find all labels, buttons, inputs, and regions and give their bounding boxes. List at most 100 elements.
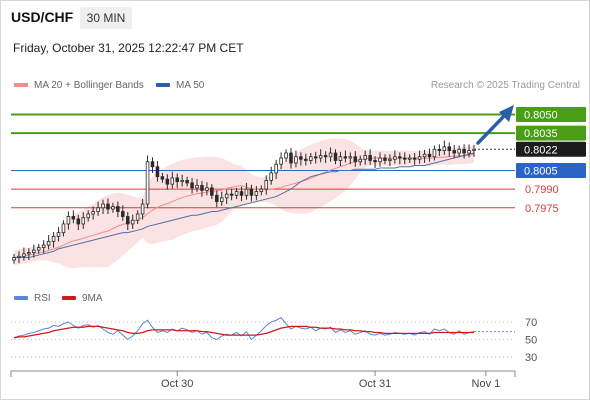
candle-body: [219, 197, 224, 202]
candle-body: [224, 193, 229, 199]
candle-body: [126, 216, 130, 225]
candle-body: [249, 188, 254, 196]
candle-body: [373, 160, 377, 163]
candle-body: [407, 157, 412, 160]
candle-body: [175, 177, 179, 183]
candle-body: [61, 223, 66, 234]
candle-body: [165, 178, 170, 185]
rsi-line: [13, 316, 475, 341]
ma20-label: MA 20 + Bollinger Bands: [34, 80, 144, 91]
candle-body: [229, 193, 234, 196]
forecast-arrow-shaft: [476, 112, 508, 145]
candle-body: [269, 172, 273, 181]
timeframe-button[interactable]: 30 MIN: [80, 7, 132, 29]
rsi-tick-50: 50: [525, 335, 537, 347]
candle-body: [383, 157, 387, 161]
candle-body: [313, 156, 318, 159]
candle-body: [422, 153, 427, 158]
ma9-swatch: [62, 296, 76, 301]
candle-body: [121, 211, 125, 217]
candle-body: [274, 163, 278, 174]
candle-body: [353, 156, 358, 163]
ma50-swatch: [156, 83, 170, 88]
x-tick-label-oct-31: Oct 31: [359, 378, 391, 390]
candle-body: [56, 232, 61, 237]
current-price-label: 0.8022: [524, 144, 558, 156]
candle-body: [155, 166, 160, 178]
candle-body: [328, 152, 333, 158]
candle-body: [190, 182, 194, 189]
level-label-0.8005: 0.8005: [524, 165, 558, 177]
candle-body: [81, 217, 86, 225]
candle-body: [368, 155, 372, 161]
candle-body: [333, 152, 338, 161]
candle-body: [150, 161, 155, 168]
candle-body: [244, 188, 249, 196]
candle-body: [185, 179, 189, 184]
candle-body: [205, 187, 209, 191]
rsi-tick-30: 30: [525, 352, 537, 364]
candle-body: [96, 207, 100, 212]
candle-body: [86, 213, 90, 219]
candle-body: [76, 218, 81, 225]
candle-body: [36, 247, 41, 251]
credit-text: Research © 2025 Trading Central: [430, 80, 580, 91]
candle-body: [200, 184, 204, 191]
level-tag-0.8035: [516, 125, 586, 141]
forecast-arrow-head: [499, 105, 514, 122]
ma20-line: [13, 153, 475, 259]
candle-body: [442, 146, 447, 151]
candle-body: [41, 244, 46, 249]
candle-body: [427, 153, 432, 158]
candle-body: [309, 156, 313, 161]
candle-body: [452, 150, 456, 154]
candle-body: [135, 213, 140, 221]
legend-9ma: 9MA: [62, 293, 103, 304]
candle-body: [447, 146, 452, 151]
rsi-ma-line: [13, 325, 474, 339]
candle-body: [101, 203, 105, 209]
candle-body: [180, 179, 184, 183]
ma9-label: 9MA: [82, 293, 103, 304]
candle-body: [32, 249, 36, 253]
candle-body: [145, 161, 150, 205]
rsi-label: RSI: [34, 293, 51, 304]
candle-body: [106, 203, 110, 210]
candle-body: [215, 194, 219, 202]
x-tick-label-nov-1: Nov 1: [472, 378, 501, 390]
candle-body: [402, 157, 407, 160]
candle-body: [46, 240, 51, 246]
candle-body: [398, 156, 402, 159]
candle-body: [51, 235, 56, 242]
ma50-label: MA 50: [176, 80, 205, 91]
candle-body: [457, 148, 461, 154]
candle-body: [259, 188, 264, 193]
level-tag-0.8050: [516, 106, 586, 122]
legend-ma50: MA 50: [156, 80, 204, 91]
legend-rsi: RSI: [14, 293, 51, 304]
candle-body: [210, 187, 214, 196]
candle-body: [66, 216, 71, 225]
level-label-0.7990: 0.7990: [525, 184, 559, 196]
legend-ma20: MA 20 + Bollinger Bands: [14, 80, 144, 91]
candle-body: [343, 156, 348, 159]
candle-body: [417, 156, 422, 160]
ma50-line: [14, 152, 475, 259]
level-label-0.8035: 0.8035: [524, 128, 558, 140]
candle-body: [467, 150, 471, 154]
candle-body: [170, 177, 175, 185]
candle-body: [412, 157, 417, 160]
candle-body: [22, 253, 26, 257]
candle-body: [338, 156, 343, 161]
candle-body: [279, 157, 283, 165]
x-tick-label-oct-30: Oct 30: [161, 378, 193, 390]
timestamp: Friday, October 31, 2025 12:22:47 PM CET: [13, 41, 244, 55]
candle-body: [323, 155, 328, 158]
candle-body: [437, 148, 442, 151]
current-price-tag: [516, 141, 586, 157]
candle-body: [432, 148, 437, 158]
candle-body: [393, 156, 397, 160]
symbol-title: USD/CHF: [11, 9, 74, 25]
candle-body: [363, 155, 367, 160]
